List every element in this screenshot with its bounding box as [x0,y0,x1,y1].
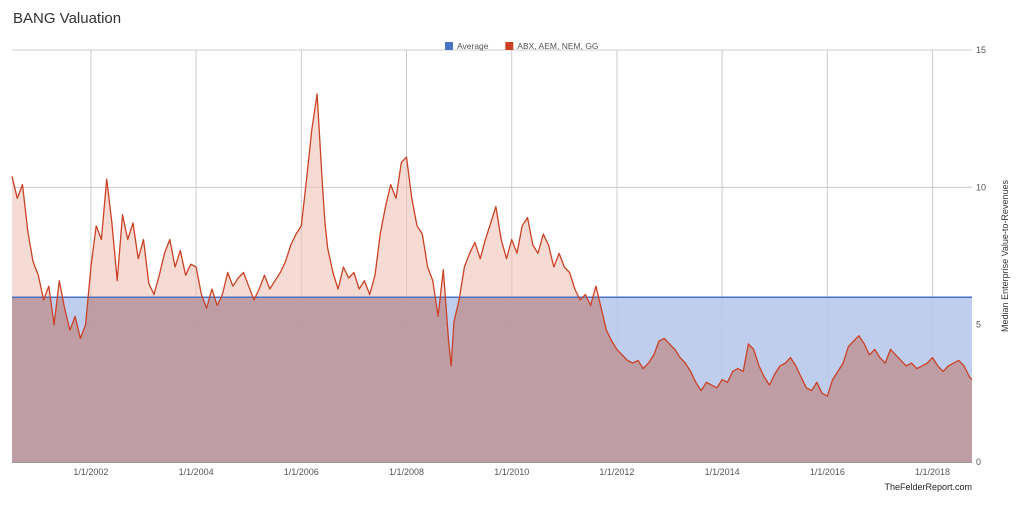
x-tick-label: 1/1/2002 [73,467,108,477]
overlap-area [12,297,972,462]
x-tick-label: 1/1/2014 [705,467,740,477]
line-layer [11,93,973,397]
series-area-abx-aem-nem-gg [12,93,972,463]
axes: 0 5 10 15 1/1/2002 1/1/2004 1/1/2006 1/1/2008 1/… [73,45,986,477]
legend-swatch [445,42,453,50]
legend-swatch [505,42,514,50]
y-tick-label: 15 [976,45,986,55]
x-tick-label: 1/1/2010 [494,467,529,477]
legend-label: ABX, AEM, NEM, GG [517,41,598,51]
legend-label: Average [457,41,489,51]
y-tick-label: 0 [976,457,981,467]
y-axis-title: Median Enterprise Value-to-Revenues [1000,180,1010,332]
legend: Average ABX, AEM, NEM, GG [445,41,599,51]
x-tick-label: 1/1/2004 [179,467,214,477]
chart-title: BANG Valuation [13,10,122,27]
x-tick-label: 1/1/2008 [389,467,424,477]
series-line-abx-aem-nem-gg [11,93,973,397]
y-tick-label: 5 [976,320,981,330]
x-tick-label: 1/1/2018 [915,467,950,477]
area-layer [12,93,972,463]
x-tick-label: 1/1/2012 [599,467,634,477]
x-tick-label: 1/1/2016 [810,467,845,477]
x-tick-label: 1/1/2006 [284,467,319,477]
y-tick-label: 10 [976,182,986,192]
source-note: TheFelderReport.com [884,482,972,492]
